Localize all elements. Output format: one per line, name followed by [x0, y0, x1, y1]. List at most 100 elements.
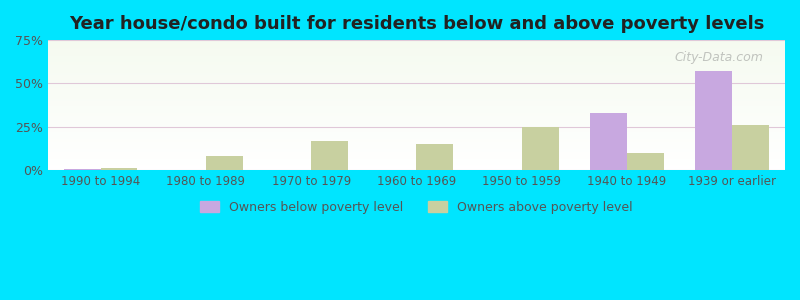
Bar — [48, 135, 785, 136]
Bar — [48, 41, 785, 43]
Bar — [48, 161, 785, 162]
Bar — [48, 168, 785, 169]
Bar — [48, 105, 785, 106]
Bar — [48, 65, 785, 66]
Bar — [48, 106, 785, 108]
Bar — [48, 76, 785, 78]
Bar — [48, 143, 785, 144]
Bar — [48, 91, 785, 92]
Bar — [48, 144, 785, 145]
Bar — [695, 71, 732, 170]
Bar — [48, 46, 785, 48]
Bar — [48, 169, 785, 170]
Bar — [48, 95, 785, 96]
Bar — [48, 113, 785, 114]
Bar — [48, 57, 785, 58]
Bar — [48, 43, 785, 44]
Bar — [48, 129, 785, 130]
Bar — [48, 52, 785, 53]
Bar — [48, 119, 785, 121]
Bar — [48, 79, 785, 80]
Bar — [48, 69, 785, 70]
Bar — [48, 73, 785, 74]
Bar — [48, 101, 785, 103]
Bar — [48, 50, 785, 52]
Bar — [48, 125, 785, 126]
Bar — [48, 131, 785, 133]
Bar — [48, 94, 785, 95]
Bar — [48, 100, 785, 101]
Bar — [48, 60, 785, 61]
Bar — [48, 54, 785, 56]
Bar — [48, 75, 785, 76]
Bar — [311, 141, 348, 170]
Bar — [48, 68, 785, 69]
Bar — [48, 92, 785, 94]
Bar — [732, 125, 770, 170]
Bar — [48, 61, 785, 62]
Bar — [48, 58, 785, 60]
Bar — [48, 98, 785, 99]
Bar — [48, 142, 785, 143]
Bar — [48, 152, 785, 153]
Bar — [48, 70, 785, 71]
Bar — [48, 88, 785, 90]
Bar — [48, 162, 785, 164]
Bar — [48, 153, 785, 154]
Bar — [48, 157, 785, 158]
Bar — [48, 48, 785, 49]
Bar — [48, 118, 785, 119]
Bar — [48, 160, 785, 161]
Bar — [48, 56, 785, 57]
Title: Year house/condo built for residents below and above poverty levels: Year house/condo built for residents bel… — [69, 15, 764, 33]
Bar — [48, 82, 785, 83]
Bar — [48, 134, 785, 135]
Bar — [48, 110, 785, 112]
Legend: Owners below poverty level, Owners above poverty level: Owners below poverty level, Owners above… — [195, 196, 638, 219]
Bar — [48, 83, 785, 84]
Bar — [48, 64, 785, 65]
Bar — [48, 62, 785, 64]
Bar — [48, 133, 785, 134]
Bar — [48, 130, 785, 131]
Bar — [417, 144, 454, 170]
Bar — [48, 87, 785, 88]
Bar — [48, 138, 785, 139]
Bar — [48, 45, 785, 46]
Bar — [48, 166, 785, 168]
Bar — [48, 108, 785, 109]
Bar — [48, 126, 785, 127]
Bar — [48, 147, 785, 148]
Bar — [64, 169, 101, 170]
Bar — [522, 127, 558, 170]
Bar — [48, 96, 785, 98]
Bar — [48, 66, 785, 68]
Bar — [48, 151, 785, 152]
Bar — [48, 158, 785, 160]
Bar — [48, 99, 785, 100]
Bar — [206, 156, 242, 170]
Bar — [48, 117, 785, 118]
Bar — [48, 121, 785, 122]
Bar — [48, 74, 785, 75]
Bar — [48, 53, 785, 54]
Bar — [48, 114, 785, 116]
Bar — [627, 153, 664, 170]
Bar — [48, 71, 785, 73]
Bar — [48, 90, 785, 91]
Bar — [48, 146, 785, 147]
Bar — [48, 127, 785, 129]
Bar — [48, 112, 785, 113]
Bar — [48, 103, 785, 104]
Bar — [101, 169, 138, 170]
Bar — [48, 165, 785, 166]
Bar — [48, 86, 785, 87]
Text: City-Data.com: City-Data.com — [674, 50, 763, 64]
Bar — [48, 156, 785, 157]
Bar — [48, 140, 785, 142]
Bar — [48, 122, 785, 123]
Bar — [48, 104, 785, 105]
Bar — [48, 123, 785, 125]
Bar — [48, 139, 785, 140]
Bar — [48, 149, 785, 151]
